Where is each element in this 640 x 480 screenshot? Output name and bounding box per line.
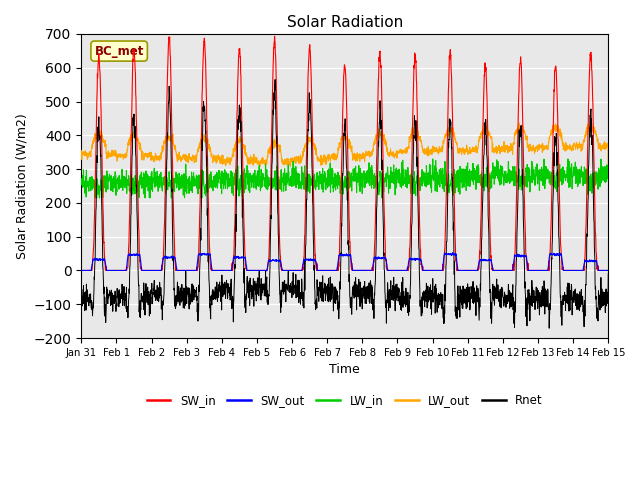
LW_out (225, 159, 232, 165)
SW_out (263, 268, 271, 274)
Rnet (604, 271, 612, 276)
SW_out (449, 250, 456, 255)
Line: LW_out: LW_out (81, 122, 608, 172)
Rnet (77, 297, 85, 302)
SW_in (271, 33, 278, 39)
LW_in (604, 176, 612, 181)
SW_in (77, 267, 85, 273)
LW_out (572, 144, 580, 149)
SW_out (498, 267, 506, 273)
Y-axis label: Solar Radiation (W/m2): Solar Radiation (W/m2) (15, 113, 28, 259)
Title: Solar Radiation: Solar Radiation (287, 15, 403, 30)
LW_in (360, 168, 368, 174)
Line: LW_in: LW_in (81, 159, 608, 198)
LW_in (372, 178, 380, 184)
LW_out (604, 169, 612, 175)
Rnet (573, 297, 580, 303)
SW_out (360, 267, 368, 273)
SW_out (225, 267, 232, 273)
LW_in (77, 179, 85, 184)
LW_out (77, 147, 85, 153)
SW_in (372, 219, 380, 225)
Line: Rnet: Rnet (81, 80, 608, 328)
LW_out (360, 152, 367, 158)
Line: SW_out: SW_out (81, 252, 608, 271)
SW_out (558, 258, 566, 264)
SW_out (77, 267, 85, 273)
Legend: SW_in, SW_out, LW_in, LW_out, Rnet: SW_in, SW_out, LW_in, LW_out, Rnet (142, 390, 548, 412)
SW_in (558, 262, 566, 267)
LW_in (429, 156, 436, 162)
SW_in (604, 267, 612, 273)
LW_out (587, 119, 595, 125)
SW_in (225, 267, 232, 273)
Rnet (372, 277, 380, 283)
Line: SW_in: SW_in (81, 36, 608, 270)
Rnet (545, 325, 553, 331)
SW_out (604, 267, 612, 273)
X-axis label: Time: Time (330, 363, 360, 376)
SW_in (360, 267, 368, 273)
LW_out (558, 131, 566, 137)
SW_in (498, 267, 506, 273)
SW_out (573, 267, 580, 273)
LW_out (498, 144, 506, 149)
Rnet (225, 285, 232, 291)
LW_in (573, 172, 580, 178)
Rnet (360, 283, 368, 289)
SW_in (573, 267, 580, 273)
LW_in (498, 164, 506, 169)
LW_out (371, 138, 379, 144)
Text: BC_met: BC_met (95, 45, 144, 58)
Rnet (271, 77, 279, 83)
LW_in (225, 174, 232, 180)
LW_in (92, 195, 99, 201)
Rnet (558, 316, 566, 322)
Rnet (498, 284, 506, 290)
LW_in (558, 176, 566, 182)
SW_out (372, 254, 380, 260)
